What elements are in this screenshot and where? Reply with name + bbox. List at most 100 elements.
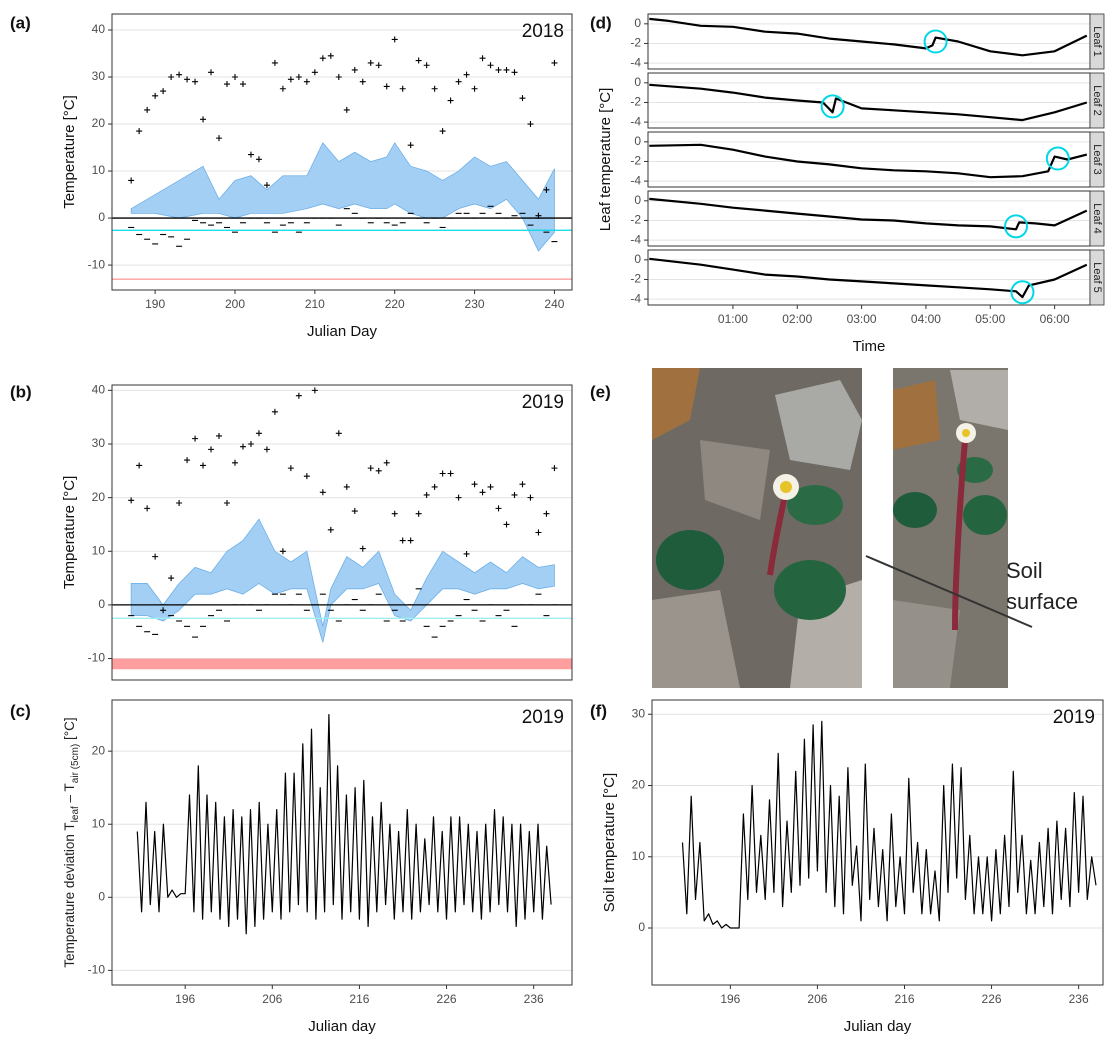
y-tick-label: -10 <box>88 963 106 977</box>
y-tick-label: -2 <box>630 213 641 227</box>
label-subscript: leaf <box>70 806 81 822</box>
max-marker <box>383 459 390 466</box>
max-marker <box>319 55 326 62</box>
panel-label: (f) <box>590 701 607 720</box>
panel-label: (e) <box>590 382 611 401</box>
y-tick-label: 10 <box>92 163 106 177</box>
max-marker <box>527 494 534 501</box>
y-axis-label: Temperature [°C] <box>61 476 78 590</box>
y-tick-label: 20 <box>632 778 646 792</box>
max-marker <box>511 491 518 498</box>
max-marker <box>519 481 526 488</box>
panel-label: (a) <box>10 13 31 32</box>
threshold-band <box>112 658 572 670</box>
leaf <box>963 495 1007 535</box>
max-marker <box>431 85 438 92</box>
year-annotation: 2019 <box>1053 707 1095 728</box>
rock <box>893 380 940 450</box>
max-marker <box>359 78 366 85</box>
y-tick-label: 0 <box>638 920 645 934</box>
y-tick-label: -4 <box>630 55 641 69</box>
chart-panel: (c) -10 0 10 20 196 206 216 226 236 Julian day Temp… <box>10 699 573 1035</box>
x-tick-label: 226 <box>437 992 457 1006</box>
max-marker <box>487 483 494 490</box>
plot-content <box>649 83 1088 122</box>
x-tick-label: 06:00 <box>1040 312 1070 326</box>
plot-content <box>136 714 552 935</box>
x-tick-label: 220 <box>385 297 405 311</box>
max-marker <box>471 85 478 92</box>
facet-strip <box>1089 249 1105 306</box>
x-tick-label: 206 <box>262 992 282 1006</box>
y-tick-label: 40 <box>92 383 106 397</box>
photo-panel: (e) Soil surface <box>590 368 1078 688</box>
y-tick-label: 0 <box>98 597 105 611</box>
chart-panel: (b) -10 0 10 20 30 40 Temperature [°C] 2019 <box>10 382 573 681</box>
y-tick-label: -2 <box>630 36 641 50</box>
chart-panel: (a) -10 0 10 20 30 40 190 200 210 220 230 240 Julian … <box>10 13 573 340</box>
y-tick-label: 0 <box>634 75 641 89</box>
max-marker <box>415 510 422 517</box>
max-marker <box>176 500 183 506</box>
rock <box>652 368 700 440</box>
max-marker <box>551 59 558 66</box>
rock <box>775 380 862 470</box>
max-marker <box>367 465 374 472</box>
x-tick-label: 216 <box>349 992 369 1006</box>
y-tick-label: -10 <box>88 651 106 665</box>
y-tick-label: -10 <box>88 257 106 271</box>
y-tick-label: 0 <box>634 193 641 207</box>
max-marker <box>439 128 446 135</box>
max-marker <box>224 500 230 506</box>
max-marker <box>319 489 326 496</box>
max-marker <box>487 62 494 69</box>
panel-label: (c) <box>10 701 31 720</box>
x-tick-label: 190 <box>145 297 165 311</box>
year-annotation: 2019 <box>522 392 564 413</box>
max-marker <box>136 128 143 135</box>
max-marker <box>519 95 526 102</box>
plot-content <box>681 720 1097 929</box>
max-marker <box>343 483 350 490</box>
y-tick-label: 0 <box>634 16 641 30</box>
x-tick-label: 03:00 <box>847 312 877 326</box>
max-marker <box>271 408 278 415</box>
plot-background <box>112 700 572 985</box>
series-line <box>681 720 1097 929</box>
x-tick-label: 240 <box>544 297 564 311</box>
plot-background <box>648 250 1090 305</box>
max-marker <box>391 36 398 43</box>
max-marker <box>503 521 510 528</box>
max-marker <box>295 392 302 399</box>
max-marker <box>279 548 286 555</box>
x-tick-label: 196 <box>175 992 195 1006</box>
plot-content <box>649 17 1088 57</box>
max-marker <box>200 462 207 469</box>
max-marker <box>455 494 462 501</box>
max-marker <box>327 52 334 59</box>
y-tick-label: 0 <box>634 134 641 148</box>
y-tick-label: 10 <box>632 849 646 863</box>
facet-strip <box>1089 131 1105 188</box>
series-line <box>649 17 1088 57</box>
max-marker <box>287 465 294 472</box>
event-circle <box>1004 214 1029 239</box>
max-marker <box>152 553 159 560</box>
max-marker <box>255 156 262 163</box>
series-line <box>649 143 1088 179</box>
rock <box>700 440 770 520</box>
event-circle <box>1010 280 1035 305</box>
max-marker <box>216 135 223 142</box>
leaf <box>656 530 724 590</box>
x-axis-label: Julian day <box>844 1018 912 1035</box>
y-axis-label: Soil temperature [°C] <box>601 773 618 912</box>
max-marker <box>479 55 486 62</box>
plot-border <box>651 699 1104 986</box>
max-marker <box>335 74 342 81</box>
x-tick-label: 05:00 <box>975 312 1005 326</box>
y-tick-label: 20 <box>92 743 106 757</box>
max-marker <box>543 186 550 193</box>
max-marker <box>279 85 286 92</box>
plot-border <box>111 384 573 681</box>
